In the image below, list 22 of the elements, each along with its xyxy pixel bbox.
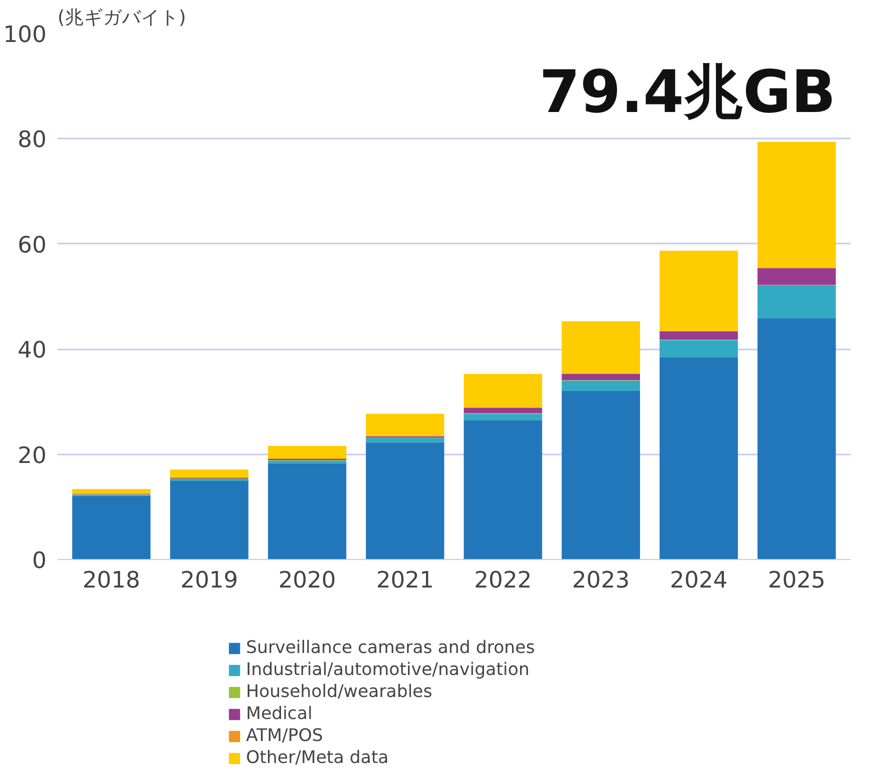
- y-tick-label: 20: [18, 442, 47, 469]
- x-tick-label: 2023: [572, 568, 630, 594]
- x-tick-label: 2020: [278, 568, 336, 594]
- x-tick-label: 2019: [180, 568, 238, 594]
- y-tick-label: 80: [18, 127, 47, 154]
- legend-label: Surveillance cameras and drones: [246, 638, 535, 658]
- legend-label: Household/wearables: [246, 682, 432, 702]
- x-tick-label: 2021: [376, 568, 434, 594]
- y-tick-label: 0: [32, 548, 47, 574]
- legend-label: Other/Meta data: [246, 748, 389, 768]
- y-tick-label: 60: [18, 232, 47, 258]
- y-axis-title: (兆ギガバイト): [58, 8, 186, 28]
- y-tick-label: 40: [18, 338, 47, 364]
- legend-label: Industrial/automotive/navigation: [246, 660, 530, 680]
- x-tick-label: 2018: [82, 568, 140, 594]
- legend-label: ATM/POS: [246, 726, 323, 746]
- x-tick-label: 2022: [474, 568, 532, 594]
- x-tick-label: 2025: [768, 568, 826, 594]
- annotation: 79.4兆GB: [539, 58, 836, 126]
- x-tick-label: 2024: [670, 568, 728, 594]
- legend-label: Medical: [246, 704, 312, 724]
- y-tick-label: 100: [3, 22, 47, 48]
